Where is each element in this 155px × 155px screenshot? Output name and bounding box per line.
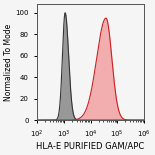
- Y-axis label: Normalized To Mode: Normalized To Mode: [4, 24, 13, 101]
- X-axis label: HLA-E PURIFIED GAM/APC: HLA-E PURIFIED GAM/APC: [36, 142, 145, 151]
